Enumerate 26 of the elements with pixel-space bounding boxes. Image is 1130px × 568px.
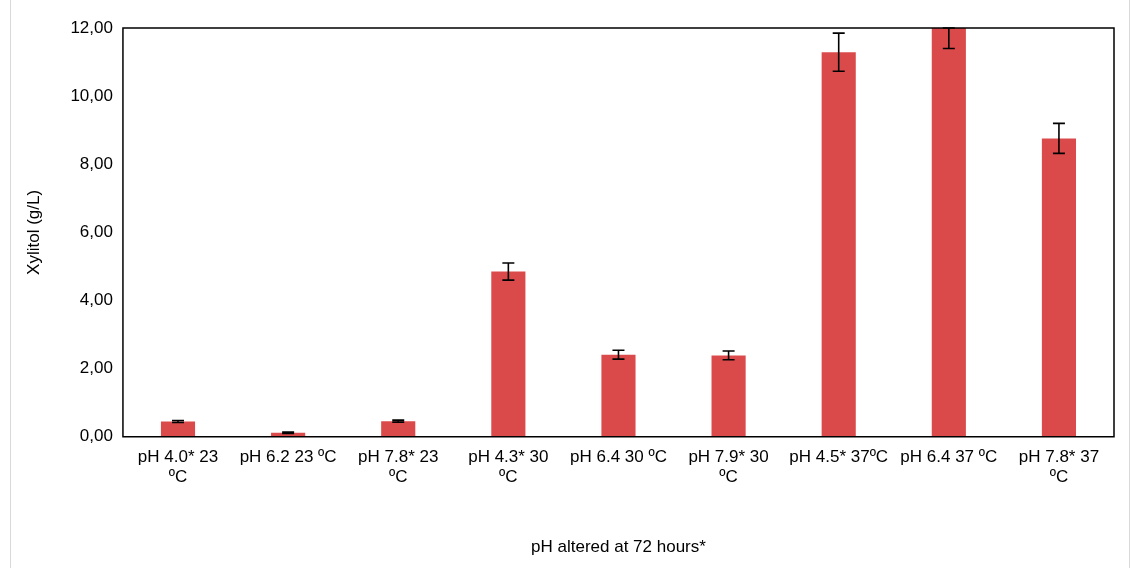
y-tick-label: 2,00 [79,358,113,378]
x-tick-label: pH 4.3* 30 ºC [468,446,549,487]
y-tick-label: 0,00 [79,426,113,446]
x-axis-title: pH altered at 72 hours* [531,537,707,557]
x-tick-label: pH 4.5* 37ºC [789,446,889,466]
bar [931,28,966,437]
y-tick-label: 6,00 [79,222,113,242]
bar [821,52,856,437]
y-tick-label: 12,00 [70,17,113,37]
x-tick-label: pH 6.2 23 ºC [239,446,337,466]
y-tick-label: 4,00 [79,290,113,310]
bar [711,355,746,437]
x-tick-label: pH 6.4 37 ºC [900,446,998,466]
bar [381,421,416,437]
bar [1041,138,1077,437]
x-tick-label: pH 6.4 30 ºC [570,446,667,466]
x-tick-label: pH 7.8* 37 ºC [1018,446,1100,487]
y-axis-title: Xylitol (g/L) [23,189,43,275]
x-tick-label: pH 7.8* 23 ºC [358,446,439,487]
bar [491,271,526,437]
x-tick-label: pH 4.0* 23 ºC [137,446,219,487]
y-tick-label: 10,00 [70,85,113,105]
bar [601,354,636,437]
y-tick-label: 8,00 [79,153,113,173]
bar [160,421,196,437]
x-tick-label: pH 7.9* 30 ºC [688,446,769,487]
